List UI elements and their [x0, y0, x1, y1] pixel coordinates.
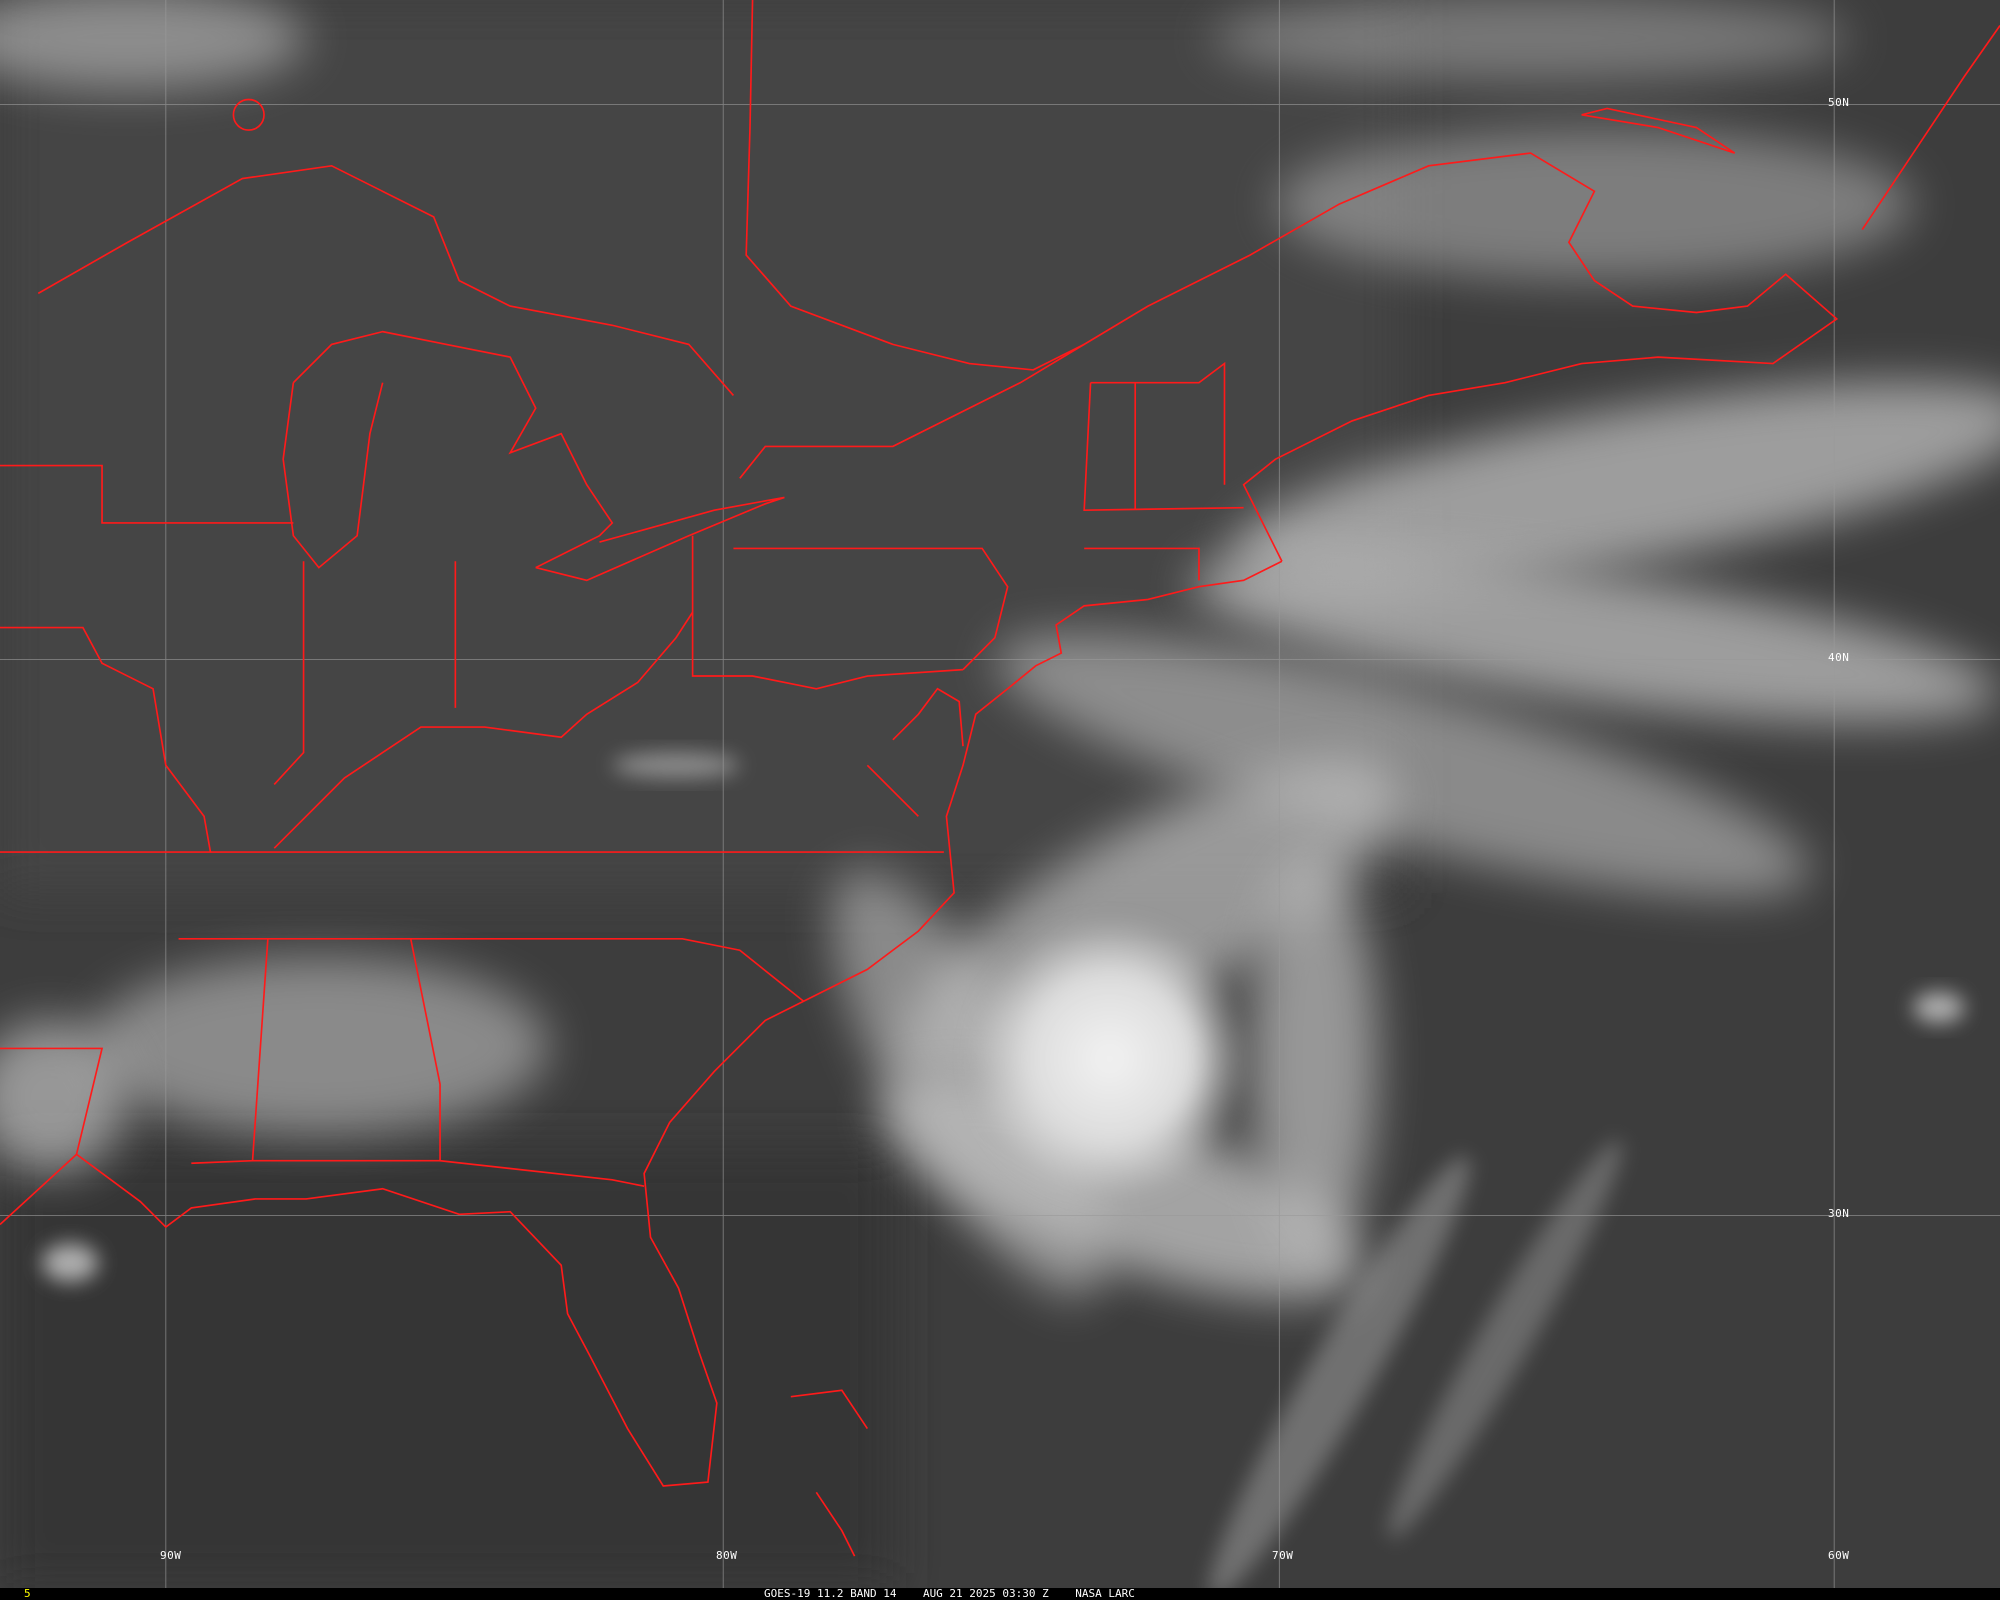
lon-label-80w: 80W: [716, 1549, 738, 1562]
image-caption: GOES-19 11.2 BAND 14 AUG 21 2025 03:30 Z…: [764, 1587, 1135, 1600]
lon-label-90w: 90W: [160, 1549, 182, 1562]
lat-label-40n: 40N: [1828, 651, 1850, 664]
lat-label-50n: 50N: [1828, 96, 1850, 109]
lon-label-70w: 70W: [1272, 1549, 1294, 1562]
frame-number: 5: [24, 1587, 31, 1600]
caption-bar: 5 GOES-19 11.2 BAND 14 AUG 21 2025 03:30…: [0, 1588, 2000, 1600]
lon-label-60w: 60W: [1828, 1549, 1850, 1562]
lat-label-30n: 30N: [1828, 1207, 1850, 1220]
political-borders: [0, 0, 2000, 1557]
